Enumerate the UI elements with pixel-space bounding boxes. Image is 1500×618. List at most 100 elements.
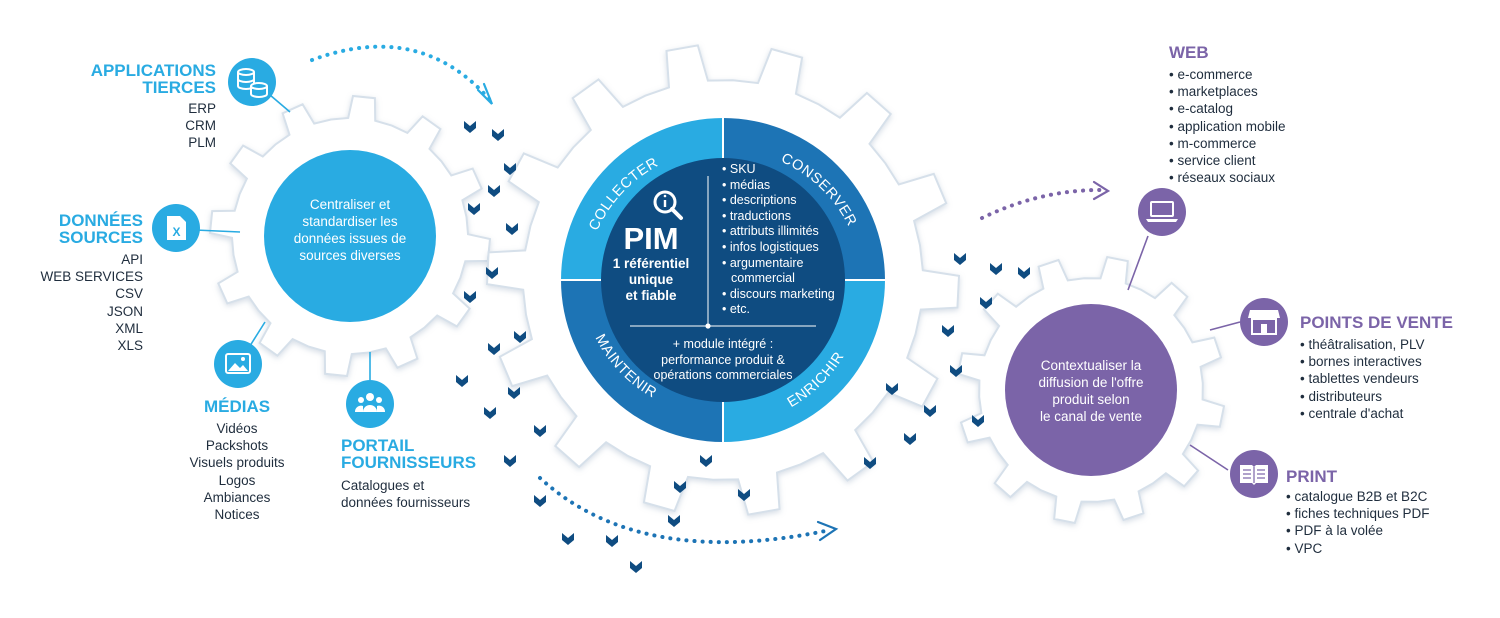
chevron-mark	[990, 263, 1002, 275]
chevron-mark	[972, 415, 984, 427]
list-item: VPC	[1286, 540, 1476, 557]
chevron-mark	[738, 489, 750, 501]
right-connectors	[1127, 235, 1241, 471]
list-item: XLS	[117, 338, 143, 354]
applications-title: APPLICATIONS TIERCES	[90, 61, 216, 97]
list-item: Vidéos	[216, 421, 258, 436]
list-item: service client	[1169, 152, 1339, 169]
list-item: distributeurs	[1300, 388, 1470, 405]
list-item: Visuels produits	[189, 455, 285, 471]
chevron-mark	[508, 387, 520, 399]
chevron-mark	[1018, 267, 1030, 279]
list-item: CRM	[185, 118, 216, 134]
database-icon	[228, 58, 276, 106]
list-item: e-catalog	[1169, 100, 1339, 117]
list-item: réseaux sociaux	[1169, 169, 1339, 186]
svg-text:X: X	[172, 225, 180, 239]
chevron-mark	[668, 515, 680, 527]
excel-file-icon: X	[152, 204, 200, 252]
list-item: discours marketing	[722, 287, 852, 303]
list-item: tablettes vendeurs	[1300, 370, 1470, 387]
list-item: descriptions	[722, 193, 852, 209]
list-item: marketplaces	[1169, 83, 1339, 100]
list-item: application mobile	[1169, 118, 1339, 135]
pim-title: PIM	[623, 221, 679, 256]
chevron-mark	[534, 495, 546, 507]
pim-divider-lines	[630, 176, 816, 329]
chevron-mark	[904, 433, 916, 445]
list-item: SKU	[722, 162, 852, 178]
book-icon	[1230, 450, 1278, 498]
list-item: XML	[115, 320, 143, 336]
medias-list: Vidéos Packshots Visuels produits Logos …	[165, 420, 309, 523]
web-list: e-commerce marketplaces e-catalog applic…	[1169, 66, 1339, 186]
list-item: m-commerce	[1169, 135, 1339, 152]
dotted-arrow-top	[310, 44, 494, 105]
list-item: commercial	[731, 271, 795, 286]
chevron-mark	[464, 291, 476, 303]
chevron-mark	[456, 375, 468, 387]
list-item: infos logistiques	[722, 240, 852, 256]
list-item: API	[121, 252, 143, 267]
chevron-mark	[924, 405, 936, 417]
applications-list: ERP CRM PLM	[140, 100, 216, 152]
list-item: attributs illimités	[722, 224, 852, 240]
chevron-mark	[674, 481, 686, 493]
chevron-mark	[506, 223, 518, 235]
chevron-mark	[484, 407, 496, 419]
list-item: PDF à la volée	[1286, 522, 1476, 539]
chevron-mark	[562, 533, 574, 545]
chevron-mark	[630, 561, 642, 573]
list-item: médias	[722, 178, 852, 194]
list-item: e-commerce	[1169, 66, 1339, 83]
chevron-mark	[606, 535, 618, 547]
chevron-mark	[886, 383, 898, 395]
list-item: Catalogues et	[341, 478, 425, 493]
image-icon	[214, 340, 262, 388]
chevron-mark	[942, 325, 954, 337]
medias-title: MÉDIAS	[203, 397, 271, 416]
list-item: ERP	[188, 101, 216, 116]
portail-title: PORTAIL FOURNISSEURS	[341, 436, 477, 472]
list-item: argumentaire	[722, 256, 852, 272]
chevron-mark	[700, 455, 712, 467]
chevron-mark	[504, 163, 516, 175]
list-item: Logos	[218, 472, 256, 488]
list-item: etc.	[722, 302, 852, 318]
list-item: centrale d'achat	[1300, 405, 1470, 422]
list-item: JSON	[106, 303, 143, 319]
chevron-mark	[492, 129, 504, 141]
donnees-title: DONNÉES SOURCES	[58, 211, 143, 247]
pim-module-text: + module intégré : performance produit &…	[653, 337, 793, 382]
chevron-mark	[464, 121, 476, 133]
chevron-mark	[950, 365, 962, 377]
chevron-mark	[864, 457, 876, 469]
points-de-vente-list: théâtralisation, PLV bornes interactives…	[1300, 336, 1470, 422]
magnifier-info-icon	[653, 190, 683, 220]
chevron-mark	[534, 425, 546, 437]
list-item: Ambiances	[203, 489, 271, 505]
portail-list: Catalogues et données fournisseurs	[341, 477, 501, 511]
chevron-mark	[980, 297, 992, 309]
chevron-mark	[488, 185, 500, 197]
dotted-arrow-right	[980, 180, 1111, 220]
list-item: fiches techniques PDF	[1286, 505, 1476, 522]
list-item: traductions	[722, 209, 852, 225]
chevron-mark	[486, 267, 498, 279]
chevron-mark	[468, 203, 480, 215]
print-list: catalogue B2B et B2C fiches techniques P…	[1286, 488, 1476, 557]
list-item: bornes interactives	[1300, 353, 1470, 370]
chevron-mark	[514, 331, 526, 343]
chevron-mark	[504, 455, 516, 467]
list-item: WEB SERVICES	[40, 269, 143, 285]
store-icon	[1240, 298, 1288, 346]
right-circle-text: Contextualiser la diffusion de l'offre p…	[1038, 358, 1144, 424]
donnees-list: API WEB SERVICES CSV JSON XML XLS	[20, 251, 143, 354]
list-item: Packshots	[205, 438, 269, 454]
left-circle	[264, 150, 436, 322]
decorative-chevrons	[456, 121, 1030, 573]
list-item: théâtralisation, PLV	[1300, 336, 1470, 353]
left-circle-text: Centraliser et standardiser les données …	[293, 197, 407, 263]
list-item: PLM	[188, 135, 216, 151]
